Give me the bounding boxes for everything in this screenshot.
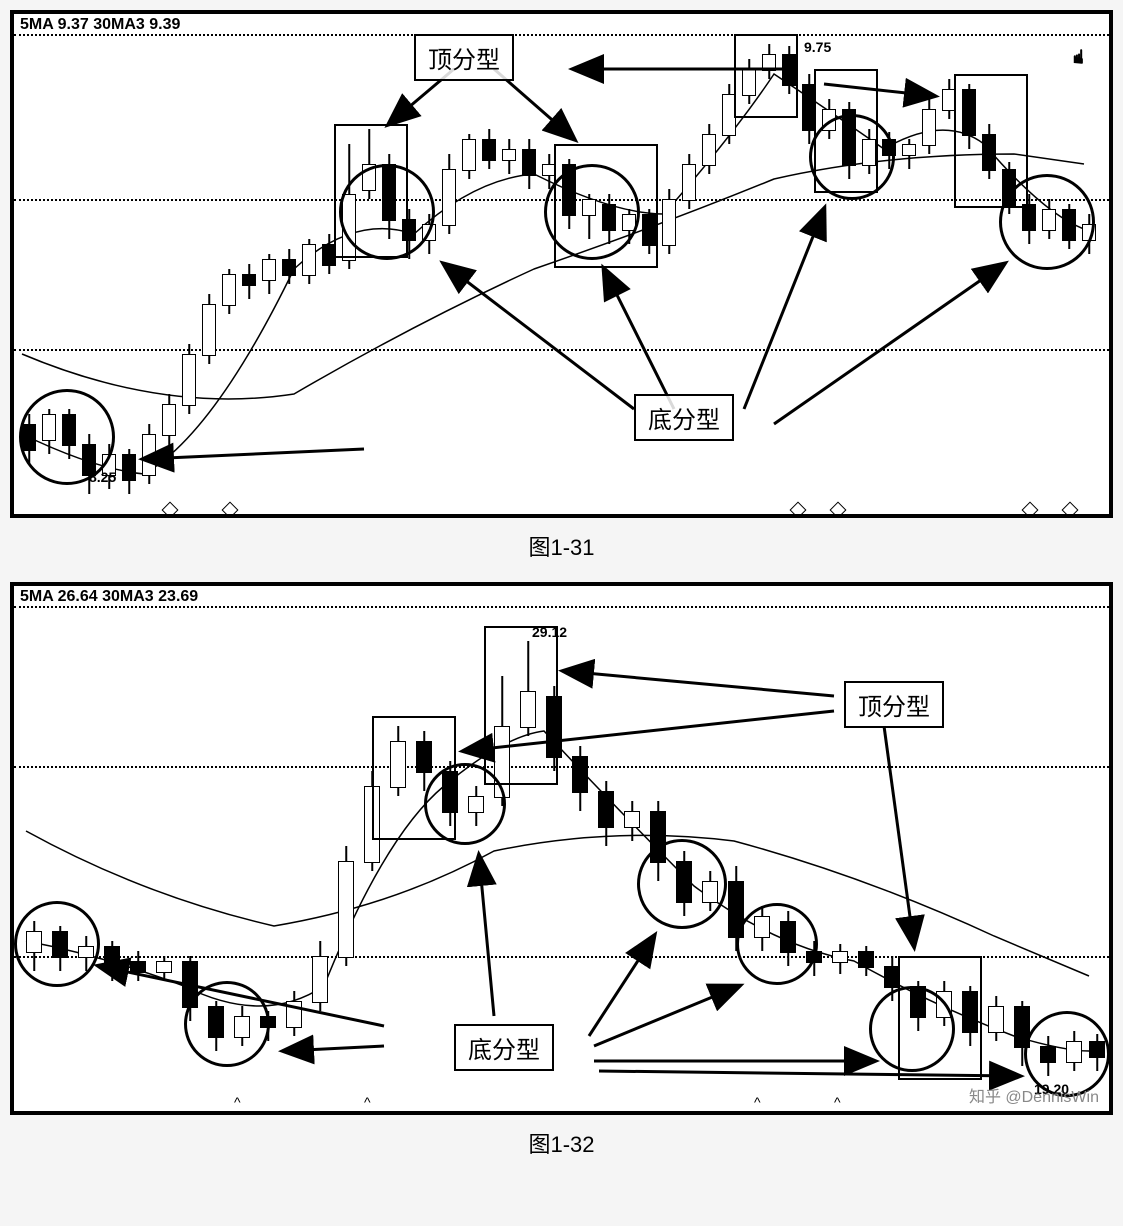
candlestick xyxy=(806,586,822,1111)
chart2-header: 5MA 26.64 30MA3 23.69 xyxy=(20,588,198,606)
candlestick xyxy=(462,14,476,514)
candlestick xyxy=(182,14,196,514)
highlight-rect xyxy=(484,626,558,785)
candlestick xyxy=(302,14,316,514)
candlestick xyxy=(382,14,396,514)
candlestick xyxy=(52,586,68,1111)
candlestick xyxy=(502,14,516,514)
chart1-caption: 图1-31 xyxy=(10,530,1113,562)
candlestick xyxy=(780,586,796,1111)
highlight-circle xyxy=(637,839,727,929)
chart2-wrapper: 5MA 26.64 30MA3 23.69 知乎 @DennisWin 顶分型底… xyxy=(10,582,1113,1159)
highlight-circle xyxy=(999,174,1095,270)
watermark-text: 知乎 @DennisWin xyxy=(969,1083,1099,1107)
highlight-circle xyxy=(184,981,270,1067)
candlestick xyxy=(482,14,496,514)
candlestick xyxy=(402,14,416,514)
candlestick xyxy=(1082,14,1096,514)
candlestick xyxy=(882,14,896,514)
candlestick xyxy=(262,14,276,514)
candlestick xyxy=(282,14,296,514)
candlestick xyxy=(902,14,916,514)
candlestick xyxy=(338,586,354,1111)
chart2-container: 5MA 26.64 30MA3 23.69 知乎 @DennisWin 顶分型底… xyxy=(10,582,1113,1115)
price-label: 9.75 xyxy=(804,39,831,55)
chart1-wrapper: 5MA 9.37 30MA3 9.39 ☚ 顶分型底分型 9.75 8.25 图1-… xyxy=(10,10,1113,562)
candlestick xyxy=(362,14,376,514)
candlestick xyxy=(202,14,216,514)
candlestick xyxy=(416,586,432,1111)
highlight-circle xyxy=(809,114,895,200)
candlestick xyxy=(922,14,936,514)
annotation-label: 底分型 xyxy=(634,394,734,441)
highlight-circle xyxy=(544,164,640,260)
annotation-label: 顶分型 xyxy=(414,34,514,81)
candlestick xyxy=(156,586,172,1111)
candlestick xyxy=(364,586,380,1111)
candlestick xyxy=(422,14,436,514)
candlestick xyxy=(572,586,588,1111)
candlestick xyxy=(1014,586,1030,1111)
candlestick xyxy=(754,586,770,1111)
annotation-label: 顶分型 xyxy=(844,681,944,728)
price-label: 29.12 xyxy=(532,624,567,640)
highlight-circle xyxy=(736,903,818,985)
highlight-rect xyxy=(734,34,798,118)
candlestick xyxy=(312,586,328,1111)
candlestick xyxy=(286,586,302,1111)
highlight-circle xyxy=(424,763,506,845)
candlestick xyxy=(122,14,136,514)
candlestick xyxy=(598,586,614,1111)
candlestick xyxy=(78,586,94,1111)
candlestick xyxy=(342,14,356,514)
highlight-circle xyxy=(869,986,955,1072)
candlestick xyxy=(390,586,406,1111)
candlestick xyxy=(130,586,146,1111)
chart1-container: 5MA 9.37 30MA3 9.39 ☚ 顶分型底分型 9.75 8.25 xyxy=(10,10,1113,518)
candlestick xyxy=(242,14,256,514)
candlestick xyxy=(104,586,120,1111)
candlestick xyxy=(624,586,640,1111)
candlestick xyxy=(522,14,536,514)
candlestick xyxy=(26,586,42,1111)
candlestick xyxy=(728,586,744,1111)
candlestick xyxy=(162,14,176,514)
price-label: 8.25 xyxy=(89,469,116,485)
candlestick xyxy=(142,14,156,514)
candlestick xyxy=(832,586,848,1111)
annotation-label: 底分型 xyxy=(454,1024,554,1071)
highlight-circle xyxy=(339,164,435,260)
chart1-header: 5MA 9.37 30MA3 9.39 xyxy=(20,16,180,34)
candlestick xyxy=(442,14,456,514)
highlight-circle xyxy=(14,901,100,987)
cursor-hand-icon: ☚ xyxy=(1065,48,1090,66)
candlestick xyxy=(322,14,336,514)
candlestick xyxy=(988,586,1004,1111)
chart2-caption: 图1-32 xyxy=(10,1127,1113,1159)
candlestick xyxy=(222,14,236,514)
